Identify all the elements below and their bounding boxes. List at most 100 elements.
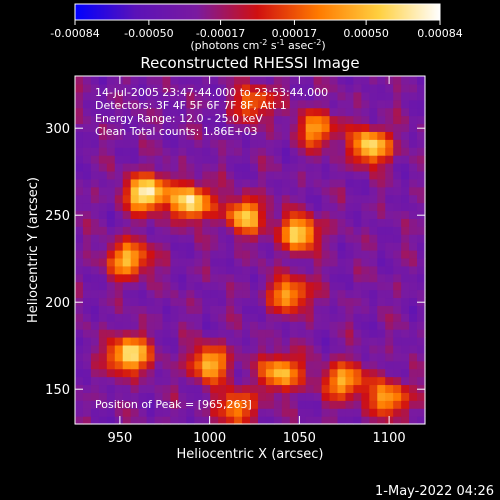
heatmap-cell bbox=[265, 257, 275, 267]
heatmap-cell bbox=[170, 155, 179, 164]
heatmap-cell bbox=[106, 368, 116, 378]
heatmap-cell bbox=[106, 416, 116, 425]
heatmap-cell bbox=[321, 99, 331, 109]
heatmap-cell bbox=[218, 297, 227, 306]
heatmap-cell bbox=[226, 186, 235, 196]
heatmap-cell bbox=[321, 218, 331, 227]
heatmap-cell bbox=[234, 305, 243, 314]
heatmap-cell bbox=[106, 202, 116, 212]
heatmap-cell bbox=[329, 360, 339, 370]
heatmap-cell bbox=[242, 218, 251, 227]
heatmap-cell bbox=[385, 139, 394, 148]
heatmap-cell bbox=[385, 329, 394, 338]
heatmap-cell bbox=[321, 210, 331, 219]
heatmap-cell bbox=[130, 123, 140, 132]
heatmap-image bbox=[75, 76, 426, 425]
heatmap-cell bbox=[361, 178, 370, 188]
heatmap-cell bbox=[305, 250, 315, 259]
heatmap-cell bbox=[385, 305, 394, 314]
heatmap-cell bbox=[210, 91, 219, 101]
heatmap-cell bbox=[401, 313, 410, 322]
heatmap-cell bbox=[273, 337, 283, 346]
heatmap-cell bbox=[305, 313, 315, 322]
heatmap-cell bbox=[210, 76, 219, 85]
heatmap-cell bbox=[329, 123, 339, 132]
heatmap-cell bbox=[345, 155, 354, 164]
heatmap-cell bbox=[361, 329, 370, 338]
heatmap-cell bbox=[257, 76, 267, 85]
heatmap-cell bbox=[162, 416, 172, 425]
heatmap-cell bbox=[417, 83, 426, 93]
heatmap-cell bbox=[361, 392, 370, 401]
heatmap-cell bbox=[250, 147, 259, 156]
annotations: 14-Jul-2005 23:47:44.000 to 23:53:44.000… bbox=[95, 86, 328, 411]
heatmap-cell bbox=[409, 329, 418, 338]
heatmap-cell bbox=[297, 297, 307, 306]
heatmap-cell bbox=[361, 384, 370, 393]
heatmap-cell bbox=[273, 408, 283, 417]
heatmap-cell bbox=[162, 344, 172, 354]
heatmap-cell bbox=[186, 360, 195, 370]
heatmap-cell bbox=[361, 194, 370, 204]
x-axis-label: Heliocentric X (arcsec) bbox=[177, 447, 324, 462]
heatmap-cell bbox=[329, 352, 339, 362]
heatmap-cell bbox=[242, 99, 251, 109]
heatmap-cell bbox=[281, 115, 291, 125]
heatmap-cell bbox=[130, 202, 140, 212]
heatmap-cell bbox=[281, 99, 291, 109]
heatmap-cell bbox=[122, 265, 132, 275]
heatmap-cell bbox=[82, 186, 92, 196]
heatmap-cell bbox=[265, 297, 275, 306]
heatmap-cell bbox=[273, 163, 283, 172]
heatmap-cell bbox=[90, 337, 100, 346]
heatmap-cell bbox=[178, 123, 187, 132]
heatmap-cell bbox=[178, 344, 187, 354]
heatmap-cell bbox=[345, 163, 354, 172]
heatmap-cell bbox=[385, 376, 394, 386]
heatmap-cell bbox=[305, 344, 315, 354]
heatmap-cell bbox=[409, 83, 418, 93]
heatmap-cell bbox=[305, 305, 315, 314]
heatmap-cell bbox=[305, 155, 315, 164]
heatmap-cell bbox=[226, 163, 235, 172]
heatmap-cell bbox=[409, 107, 418, 117]
heatmap-cell bbox=[353, 344, 362, 354]
heatmap-cell bbox=[170, 107, 179, 117]
heatmap-cell bbox=[321, 131, 331, 140]
heatmap-cell bbox=[106, 226, 116, 235]
heatmap-cell bbox=[369, 392, 378, 401]
heatmap-cell bbox=[210, 305, 219, 314]
heatmap-cell bbox=[289, 115, 299, 125]
heatmap-cell bbox=[98, 91, 108, 101]
heatmap-cell bbox=[377, 107, 386, 117]
heatmap-cell bbox=[210, 392, 219, 401]
heatmap-cell bbox=[361, 163, 370, 172]
heatmap-cell bbox=[146, 305, 156, 314]
heatmap-cell bbox=[202, 281, 211, 291]
heatmap-cell bbox=[273, 186, 283, 196]
heatmap-cell bbox=[202, 99, 211, 109]
heatmap-cell bbox=[178, 408, 187, 417]
heatmap-cell bbox=[289, 194, 299, 204]
heatmap-cell bbox=[82, 273, 92, 283]
heatmap-cell bbox=[401, 344, 410, 354]
heatmap-cell bbox=[250, 202, 259, 212]
heatmap-cell bbox=[130, 218, 140, 227]
heatmap-cell bbox=[257, 416, 267, 425]
heatmap-cell bbox=[409, 186, 418, 196]
heatmap-cell bbox=[289, 170, 299, 180]
heatmap-cell bbox=[337, 400, 347, 409]
heatmap-cell bbox=[265, 416, 275, 425]
heatmap-cell bbox=[305, 400, 315, 409]
heatmap-cell bbox=[257, 91, 267, 101]
heatmap-cell bbox=[242, 281, 251, 291]
heatmap-cell bbox=[210, 265, 219, 275]
heatmap-cell bbox=[337, 257, 347, 267]
heatmap-cell bbox=[122, 408, 132, 417]
heatmap-cell bbox=[170, 186, 179, 196]
heatmap-cell bbox=[178, 313, 187, 322]
heatmap-cell bbox=[106, 218, 116, 227]
heatmap-cell bbox=[321, 163, 331, 172]
heatmap-cell bbox=[122, 155, 132, 164]
